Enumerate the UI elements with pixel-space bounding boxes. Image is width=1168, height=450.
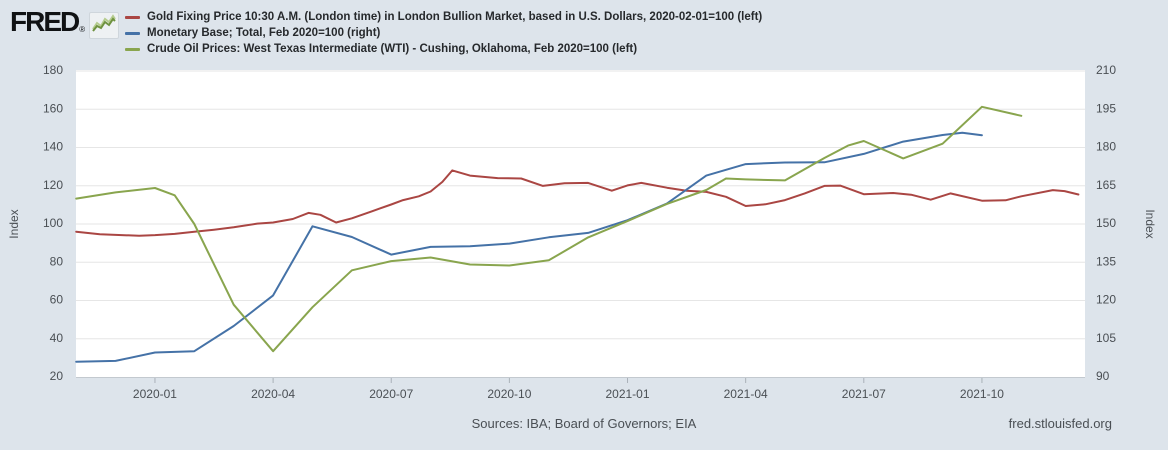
legend-label: Gold Fixing Price 10:30 A.M. (London tim… xyxy=(147,11,763,23)
x-axis-tick-label: 2020-01 xyxy=(133,387,177,401)
registered-mark: ® xyxy=(79,25,86,34)
right-axis-tick-label: 150 xyxy=(1096,216,1116,230)
x-axis-tick-label: 2020-07 xyxy=(369,387,413,401)
x-axis-tick-label: 2020-04 xyxy=(251,387,295,401)
left-axis-tick-label: 180 xyxy=(43,63,63,77)
x-axis-tick-label: 2021-07 xyxy=(842,387,886,401)
right-axis-tick-label: 120 xyxy=(1096,293,1116,307)
left-axis-tick-label: 80 xyxy=(50,254,64,268)
fred-logo[interactable]: FRED ® xyxy=(10,6,120,39)
series-line-2 xyxy=(75,105,1023,353)
left-axis-title: Index xyxy=(7,209,21,238)
legend-item: Gold Fixing Price 10:30 A.M. (London tim… xyxy=(125,9,762,25)
legend-swatch xyxy=(125,31,140,35)
right-axis-tick-label: 105 xyxy=(1096,331,1116,345)
right-axis-tick-label: 135 xyxy=(1096,254,1116,268)
fred-site-link[interactable]: fred.stlouisfed.org xyxy=(1008,416,1112,431)
legend-swatch xyxy=(125,15,140,19)
right-axis-tick-label: 210 xyxy=(1096,63,1116,77)
chart-legend: Gold Fixing Price 10:30 A.M. (London tim… xyxy=(125,9,762,57)
legend-label: Crude Oil Prices: West Texas Intermediat… xyxy=(147,43,638,55)
legend-item: Monetary Base; Total, Feb 2020=100 (righ… xyxy=(125,25,762,41)
right-axis-tick-label: 165 xyxy=(1096,178,1116,192)
sources-note: Sources: IBA; Board of Governors; EIA xyxy=(471,416,697,431)
left-axis-tick-label: 60 xyxy=(50,293,64,307)
right-axis-tick-label: 90 xyxy=(1096,369,1110,383)
fred-logo-text: FRED xyxy=(10,6,80,37)
right-axis-tick-label: 195 xyxy=(1096,101,1116,115)
left-axis-tick-label: 20 xyxy=(50,369,64,383)
x-axis-tick-label: 2021-10 xyxy=(960,387,1004,401)
right-axis-title: Index xyxy=(1143,209,1157,238)
right-axis-tick-label: 180 xyxy=(1096,140,1116,154)
left-axis-tick-label: 100 xyxy=(43,216,63,230)
left-axis-tick-label: 40 xyxy=(50,331,64,345)
legend-label: Monetary Base; Total, Feb 2020=100 (righ… xyxy=(147,27,381,39)
x-axis-tick-label: 2021-04 xyxy=(724,387,768,401)
series-line-0 xyxy=(75,169,1080,237)
x-axis-tick-label: 2020-10 xyxy=(487,387,531,401)
legend-item: Crude Oil Prices: West Texas Intermediat… xyxy=(125,41,762,57)
left-axis-tick-label: 120 xyxy=(43,178,63,192)
left-axis-tick-label: 140 xyxy=(43,140,63,154)
series-line-1 xyxy=(75,131,983,363)
legend-swatch xyxy=(125,47,140,51)
x-axis-tick-label: 2021-01 xyxy=(605,387,649,401)
left-axis-tick-label: 160 xyxy=(43,101,63,115)
fred-sparkline-icon xyxy=(89,12,120,39)
